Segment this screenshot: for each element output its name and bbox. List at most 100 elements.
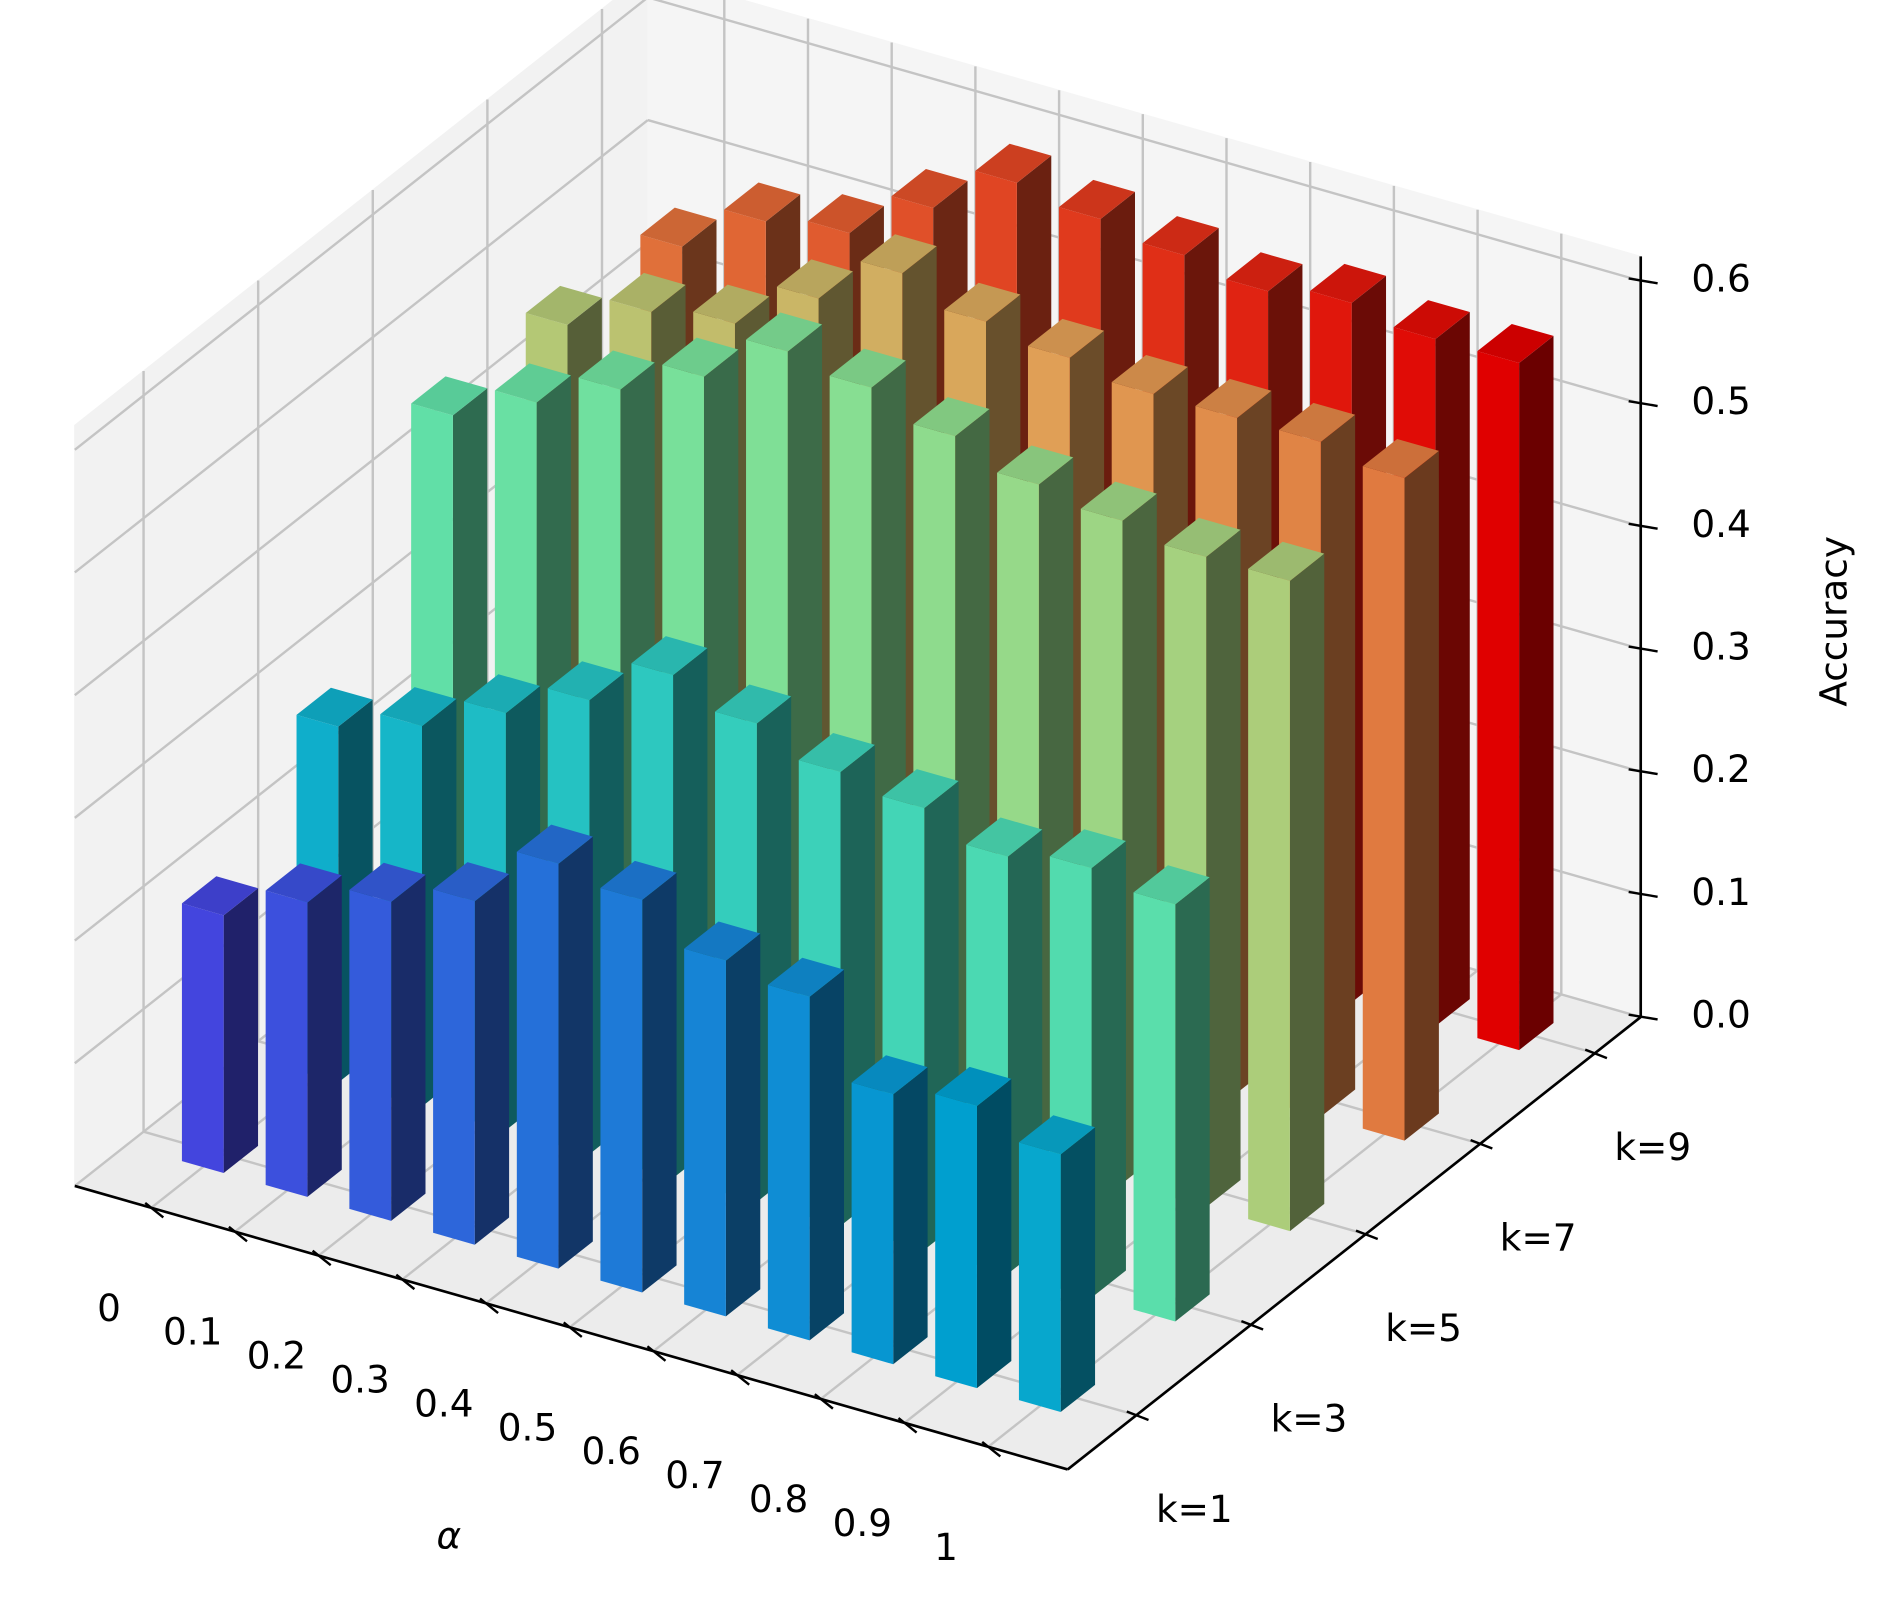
x-tick-label: 0.9: [833, 1501, 892, 1545]
bar-front: [433, 889, 475, 1245]
x-tick-label: 0.7: [665, 1453, 724, 1497]
bar-top: [1477, 323, 1554, 364]
x-tick: [228, 1225, 248, 1243]
x-tick-label: 0: [97, 1286, 121, 1330]
bar-front: [1133, 892, 1176, 1322]
bar-side: [1091, 841, 1126, 1298]
bar-top: [609, 272, 686, 313]
x-tick: [479, 1297, 499, 1314]
z-tick-label: 0.0: [1691, 993, 1750, 1037]
bar-top: [1133, 865, 1210, 905]
bar-top: [578, 350, 655, 390]
bar-side: [893, 1067, 928, 1365]
y-tick-label: k=7: [1500, 1216, 1577, 1260]
left-grid-line: [74, 0, 647, 451]
bar-top: [1362, 438, 1439, 479]
z-tick-label: 0.3: [1691, 624, 1750, 668]
bar-top: [807, 194, 884, 234]
bar-top: [966, 817, 1043, 857]
bar-side: [809, 969, 845, 1341]
z-tick-label: 0.4: [1691, 502, 1750, 546]
x-tick-label: 0.2: [247, 1334, 306, 1378]
x-tick: [897, 1417, 918, 1434]
bar-front: [1477, 351, 1520, 1051]
bar-side: [558, 836, 593, 1269]
y-tick-label: k=1: [1156, 1487, 1233, 1531]
x-tick: [981, 1441, 1002, 1458]
x-tick-label: 0.8: [749, 1477, 808, 1521]
bar-side: [725, 933, 761, 1317]
x-tick: [144, 1202, 165, 1219]
bar-top: [684, 921, 761, 961]
bar-top: [600, 860, 677, 900]
bar-front: [1018, 1142, 1061, 1413]
bar-side: [1289, 553, 1325, 1232]
bar-front: [516, 851, 559, 1269]
bar-top: [1027, 318, 1105, 358]
bar-side: [1404, 450, 1439, 1141]
bar-top: [746, 312, 823, 352]
bar-side: [307, 875, 342, 1197]
x-tick-label: 1: [934, 1525, 958, 1569]
bar-front: [265, 890, 308, 1197]
bar-front: [851, 1082, 894, 1365]
bar-side: [1206, 529, 1241, 1208]
bar-side: [1320, 414, 1356, 1117]
bar-top: [724, 182, 801, 222]
x-tick: [814, 1393, 834, 1410]
bar-top: [463, 674, 541, 714]
bar-front: [684, 948, 726, 1317]
x-tick: [562, 1321, 583, 1338]
bar-front: [181, 903, 224, 1174]
x-tick: [311, 1249, 332, 1267]
y-tick: [1126, 1410, 1149, 1422]
bar-top: [411, 376, 488, 416]
bar-top: [1248, 541, 1325, 581]
x-tick-label: 0.3: [330, 1358, 389, 1402]
bar-top: [1195, 378, 1272, 418]
bar-top: [1393, 300, 1470, 340]
bar-side: [223, 888, 259, 1174]
bar-front: [767, 984, 810, 1341]
bar-top: [882, 769, 959, 809]
bar-top: [1111, 354, 1188, 395]
z-tick: [1628, 768, 1658, 776]
bar-side: [1435, 312, 1470, 1027]
bar-top: [935, 1066, 1012, 1106]
bar-side: [976, 1078, 1012, 1389]
y-tick-label: k=3: [1271, 1397, 1348, 1441]
bar-top: [776, 259, 853, 299]
bar-top: [640, 207, 717, 247]
bar-side: [1060, 1127, 1096, 1413]
x-tick: [646, 1345, 667, 1362]
bar-top: [547, 661, 624, 701]
bar-front: [1248, 568, 1290, 1232]
bar-front: [349, 889, 392, 1221]
x-tick-label: 0.6: [581, 1429, 640, 1473]
bar-top: [975, 143, 1052, 183]
y-tick: [1355, 1229, 1379, 1241]
bar-top: [1164, 517, 1241, 557]
bar-top: [851, 1055, 928, 1095]
bar-top: [349, 862, 426, 902]
bar-top: [798, 732, 875, 773]
z-tick-label: 0.2: [1691, 747, 1750, 791]
y-tick: [1470, 1138, 1493, 1150]
bar-side: [1175, 877, 1210, 1322]
x-tick-label: 0.5: [498, 1405, 557, 1449]
bar-top: [1018, 1115, 1096, 1155]
x-axis-label: α: [436, 1514, 461, 1558]
bar-top: [494, 363, 571, 403]
z-tick: [1628, 1013, 1658, 1021]
x-tick-label: 0.4: [414, 1381, 473, 1425]
bar-side: [642, 872, 677, 1293]
x-tick-label: 0.1: [163, 1310, 222, 1354]
bar-side: [1519, 335, 1554, 1051]
bar-side: [474, 874, 510, 1245]
bar-front: [935, 1094, 977, 1389]
bar-side: [391, 874, 426, 1221]
bar-top: [1058, 179, 1135, 220]
z-tick: [1628, 890, 1658, 898]
bar-top: [1226, 252, 1303, 292]
